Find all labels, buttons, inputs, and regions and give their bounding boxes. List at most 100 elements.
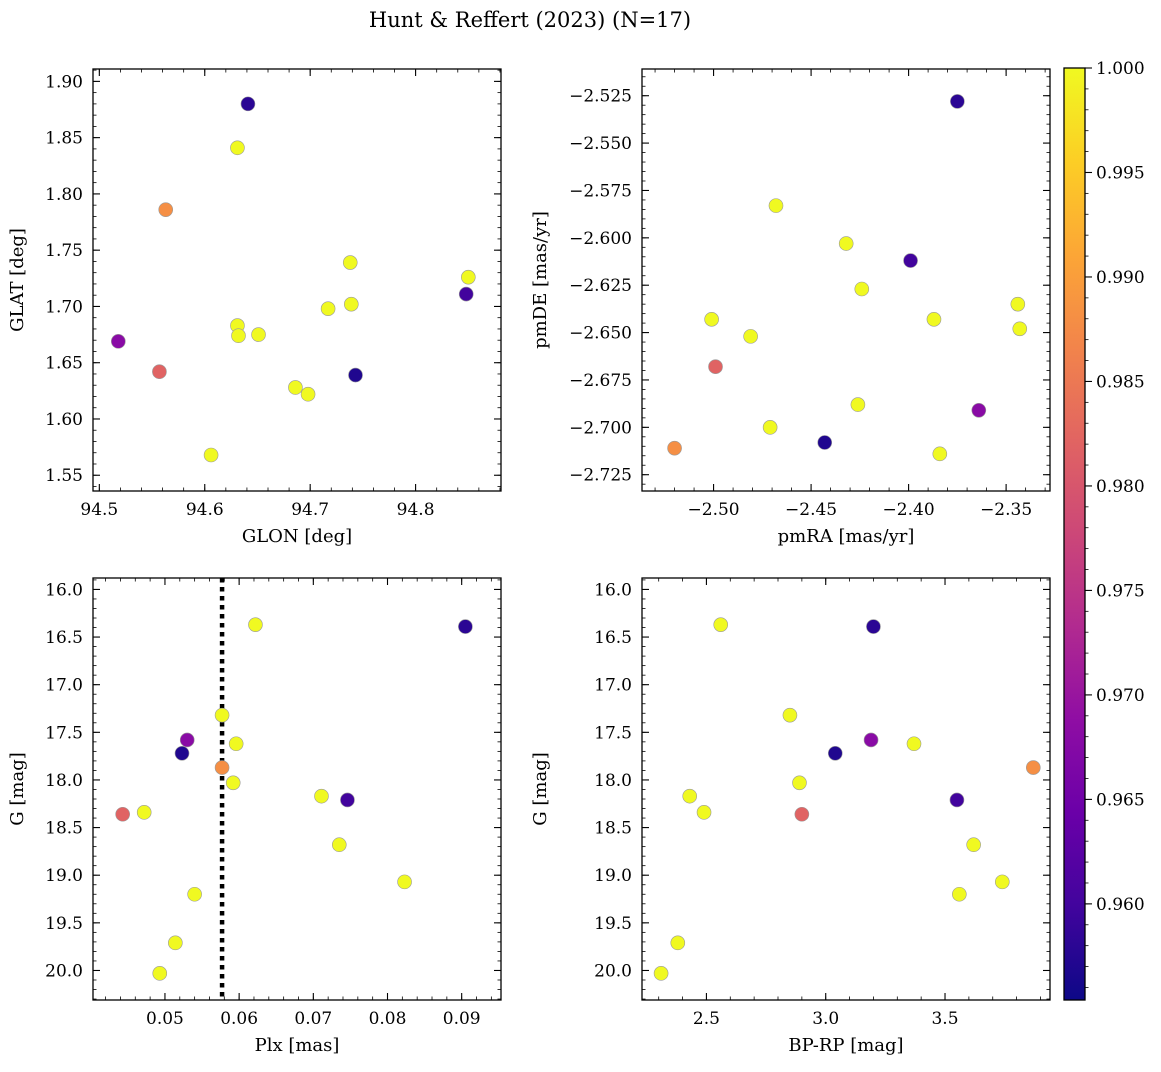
y-tick-label: 17.0 (594, 676, 632, 696)
data-point (461, 269, 476, 285)
data-point (950, 94, 965, 109)
data-point (152, 364, 167, 380)
data-point (248, 617, 263, 632)
data-point (854, 281, 870, 297)
figure-title: Hunt & Reffert (2023) (N=17) (369, 8, 691, 32)
data-point (458, 619, 473, 634)
data-point (331, 837, 347, 853)
data-point (288, 380, 303, 395)
colorbar-tick-label: 0.990 (1096, 268, 1145, 288)
data-point (682, 788, 698, 804)
x-tick-label: 0.05 (146, 1009, 184, 1029)
y-tick-label: −2.725 (569, 466, 632, 486)
y-tick-label: 16.0 (594, 580, 632, 600)
data-point (225, 775, 241, 791)
y-tick-label: 18.5 (594, 819, 632, 839)
y-tick-label: −2.550 (569, 134, 632, 154)
y-axis-label: G [mag] (530, 752, 551, 825)
y-tick-label: 16.5 (45, 628, 83, 648)
data-point (111, 334, 126, 349)
x-tick-label: 3.0 (812, 1009, 839, 1029)
y-tick-label: −2.525 (569, 87, 632, 107)
panel-pmra_pmde: −2.50 −2.45 −2.40 −2.35 −2.725 −2.700 −2.675 −2… (530, 68, 1051, 547)
data-point (320, 301, 336, 316)
colorbar-tick-label: 0.970 (1096, 686, 1145, 706)
y-tick-label: −2.675 (569, 371, 632, 391)
data-point (926, 312, 942, 327)
y-tick-label: 19.0 (45, 866, 83, 886)
axes-frame (641, 577, 1051, 1001)
data-point (230, 140, 245, 156)
y-tick-label: −2.625 (569, 276, 632, 296)
x-axis-label: pmRA [mas/yr] (778, 526, 915, 547)
x-tick-label: 2.5 (693, 1009, 720, 1029)
data-point (343, 296, 359, 312)
data-point (1012, 321, 1028, 337)
data-point (136, 805, 152, 820)
data-point (782, 707, 798, 723)
panel-bprp_g: 2.5 3.0 3.5 16.0 16.5 17.0 17.5 18.0 18.5 19.0 19.… (530, 577, 1051, 1056)
data-point (971, 402, 987, 418)
y-tick-label: 20.0 (594, 961, 632, 981)
data-point (704, 312, 719, 327)
y-tick-label: −2.600 (569, 229, 632, 249)
colorbar-tick-label: 1.000 (1096, 59, 1145, 79)
data-point (903, 253, 918, 268)
data-point (792, 775, 807, 791)
data-point (768, 198, 784, 213)
data-point (966, 837, 981, 853)
data-point (342, 255, 358, 270)
colorbar-tick-label: 0.985 (1096, 372, 1145, 392)
y-tick-label: 16.0 (45, 580, 83, 600)
data-point (850, 397, 866, 412)
y-tick-label: 1.65 (45, 354, 83, 374)
x-tick-label: 94.8 (397, 500, 435, 520)
data-point (817, 435, 833, 450)
y-axis-label: GLAT [deg] (7, 228, 28, 332)
data-point (187, 886, 202, 902)
x-tick-label: 94.6 (186, 500, 224, 520)
data-point (994, 874, 1010, 890)
data-point (214, 760, 230, 775)
data-point (670, 935, 686, 951)
y-tick-label: 1.75 (45, 241, 83, 261)
y-tick-label: 1.60 (45, 410, 83, 430)
y-tick-label: 20.0 (45, 961, 83, 981)
x-tick-label: −2.50 (688, 500, 740, 520)
data-point (158, 202, 174, 217)
y-tick-label: 1.70 (45, 297, 83, 317)
y-tick-label: 18.0 (45, 771, 83, 791)
data-point (340, 792, 355, 808)
x-tick-label: 0.07 (294, 1009, 332, 1029)
x-tick-label: −2.40 (883, 500, 935, 520)
y-tick-label: −2.575 (569, 181, 632, 201)
data-point (179, 732, 195, 748)
data-point (203, 447, 219, 463)
data-point (174, 745, 190, 761)
data-point (696, 805, 712, 820)
colorbar-tick-label: 0.965 (1096, 790, 1145, 810)
data-point (906, 736, 922, 752)
data-point (713, 617, 729, 632)
axes-frame (641, 68, 1051, 492)
data-point (228, 736, 244, 752)
data-point (838, 236, 854, 251)
data-point (300, 386, 316, 402)
panel-plx_g: 0.05 0.06 0.07 0.08 0.09 16.0 16.5 17.0 17.5 18.0… (7, 577, 502, 1056)
data-point (667, 440, 682, 456)
x-axis-label: BP-RP [mag] (788, 1035, 903, 1056)
data-point (653, 966, 669, 981)
x-tick-label: 0.08 (369, 1009, 407, 1029)
y-tick-label: 1.85 (45, 129, 83, 149)
data-point (1025, 760, 1041, 775)
data-point (168, 935, 183, 951)
colorbar: 0.960 0.965 0.970 0.975 0.980 0.985 0.990 0.995… (1063, 59, 1145, 1001)
y-tick-label: −2.700 (569, 418, 632, 438)
data-point (827, 745, 843, 761)
panel-glon_glat: 94.5 94.6 94.7 94.8 1.55 1.60 1.65 1.70 1.75 1.80… (7, 68, 502, 547)
colorbar-tick-label: 0.975 (1096, 581, 1145, 601)
x-tick-label: 3.5 (931, 1009, 958, 1029)
x-tick-label: 94.7 (291, 500, 329, 520)
